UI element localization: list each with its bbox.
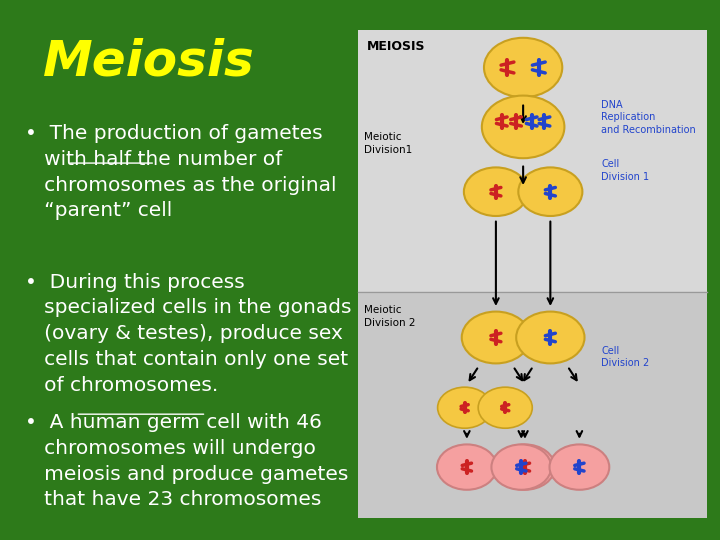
Circle shape	[516, 312, 585, 363]
Bar	[358, 30, 707, 518]
Circle shape	[484, 38, 562, 97]
Bar	[358, 30, 707, 292]
Circle shape	[495, 444, 555, 490]
Circle shape	[462, 312, 530, 363]
Text: MEIOSIS: MEIOSIS	[366, 40, 425, 53]
Text: •  The production of gametes
   with half the number of
   chromosomes as the or: • The production of gametes with half th…	[25, 124, 336, 220]
Circle shape	[464, 167, 528, 216]
Circle shape	[482, 96, 564, 158]
Text: •  During this process
   specialized cells in the gonads
   (ovary & testes), p: • During this process specialized cells …	[25, 273, 351, 395]
Circle shape	[437, 444, 497, 490]
Text: Meiosis: Meiosis	[42, 38, 254, 86]
Circle shape	[549, 444, 609, 490]
Text: Meiotic
Division1: Meiotic Division1	[364, 132, 413, 154]
Text: Meiotic
Division 2: Meiotic Division 2	[364, 305, 416, 327]
Text: Cell
Division 2: Cell Division 2	[601, 346, 649, 368]
Text: •  The production of gametes
   with ̲h̲a̲l̲f the number of
   chromosomes as th: • The production of gametes with ̲h̲a̲l̲…	[25, 124, 336, 221]
Bar	[358, 294, 707, 518]
Circle shape	[492, 444, 552, 490]
Text: DNA
Replication
and Recombination: DNA Replication and Recombination	[601, 100, 696, 134]
Circle shape	[478, 387, 532, 428]
Text: •  A human germ cell with 46
   chromosomes will undergo
   meiosis and produce : • A human germ cell with 46 chromosomes …	[25, 413, 348, 509]
Circle shape	[518, 167, 582, 216]
Text: Cell
Division 1: Cell Division 1	[601, 159, 649, 181]
Circle shape	[438, 387, 492, 428]
